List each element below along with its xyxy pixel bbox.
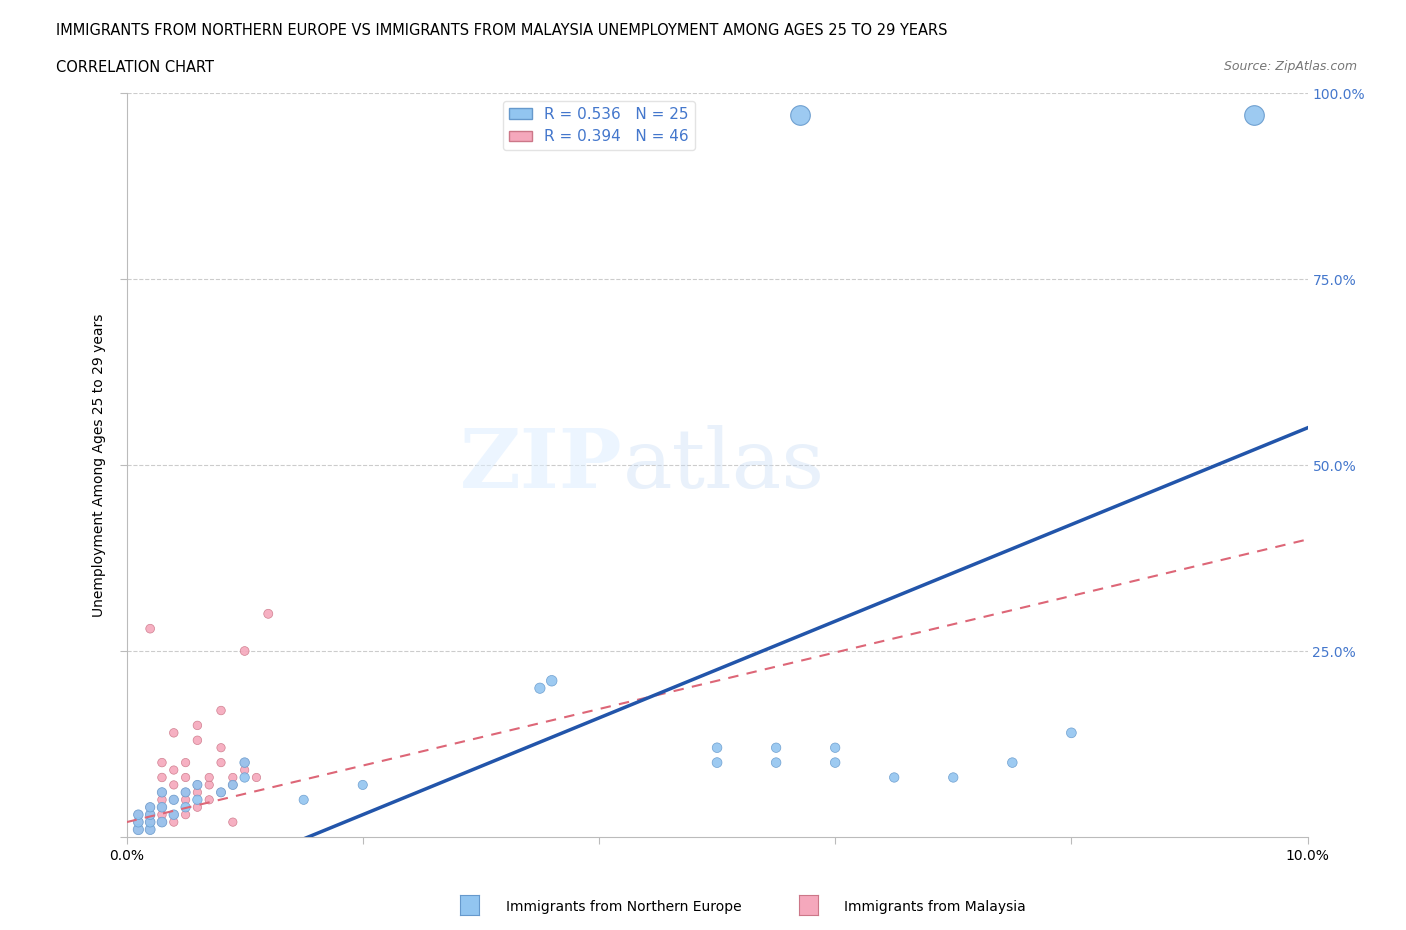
Point [233, 755, 256, 770]
Point [139, 807, 162, 822]
Point [209, 740, 232, 755]
Point [163, 807, 186, 822]
Point [139, 815, 162, 830]
Point [174, 807, 197, 822]
Point [139, 800, 162, 815]
Point [174, 800, 197, 815]
Point [150, 755, 173, 770]
Point [139, 800, 162, 815]
Point [198, 770, 221, 785]
Point [529, 681, 551, 696]
Point [139, 822, 162, 837]
Point [163, 815, 186, 830]
Point [163, 777, 186, 792]
Point [174, 770, 197, 785]
Point [127, 815, 149, 830]
Text: ZIP: ZIP [460, 425, 623, 505]
Point [150, 800, 173, 815]
Point [163, 792, 186, 807]
Point [150, 815, 173, 830]
Point [186, 792, 208, 807]
Point [150, 800, 173, 815]
Point [824, 755, 846, 770]
Legend: R = 0.536   N = 25, R = 0.394   N = 46: R = 0.536 N = 25, R = 0.394 N = 46 [503, 100, 695, 151]
Point [186, 777, 208, 792]
Point [139, 815, 162, 830]
Point [139, 621, 162, 636]
Point [942, 770, 965, 785]
Point [174, 792, 197, 807]
Point [150, 785, 173, 800]
Text: atlas: atlas [623, 425, 825, 505]
Point [127, 822, 149, 837]
Point [209, 755, 232, 770]
Text: CORRELATION CHART: CORRELATION CHART [56, 60, 214, 75]
Point [186, 718, 208, 733]
Point [198, 792, 221, 807]
Point [139, 807, 162, 822]
Point [209, 703, 232, 718]
Point [150, 785, 173, 800]
Point [163, 725, 186, 740]
Text: Source: ZipAtlas.com: Source: ZipAtlas.com [1223, 60, 1357, 73]
Point [706, 755, 728, 770]
Point [1060, 725, 1083, 740]
Point [174, 755, 197, 770]
Point [765, 755, 787, 770]
Text: IMMIGRANTS FROM NORTHERN EUROPE VS IMMIGRANTS FROM MALAYSIA UNEMPLOYMENT AMONG A: IMMIGRANTS FROM NORTHERN EUROPE VS IMMIG… [56, 23, 948, 38]
Point [174, 785, 197, 800]
Point [1001, 755, 1024, 770]
Point [150, 792, 173, 807]
Point [245, 770, 267, 785]
Y-axis label: Unemployment Among Ages 25 to 29 years: Unemployment Among Ages 25 to 29 years [93, 313, 107, 617]
Point [127, 822, 149, 837]
Point [127, 815, 149, 830]
Point [233, 770, 256, 785]
Point [127, 807, 149, 822]
Point [706, 740, 728, 755]
Point [127, 807, 149, 822]
Point [222, 815, 245, 830]
Point [186, 785, 208, 800]
Point [292, 792, 315, 807]
Point [222, 777, 245, 792]
Point [765, 740, 787, 755]
Point [163, 792, 186, 807]
Point [163, 763, 186, 777]
Point [233, 763, 256, 777]
Point [186, 777, 208, 792]
Point [257, 606, 280, 621]
Point [209, 785, 232, 800]
Point [139, 822, 162, 837]
Point [150, 815, 173, 830]
Point [198, 777, 221, 792]
Point [163, 807, 186, 822]
Point [233, 644, 256, 658]
Point [824, 740, 846, 755]
Point [222, 770, 245, 785]
Text: Immigrants from Malaysia: Immigrants from Malaysia [844, 899, 1025, 914]
Point [150, 770, 173, 785]
Text: Immigrants from Northern Europe: Immigrants from Northern Europe [506, 899, 742, 914]
Point [233, 755, 256, 770]
Point [222, 777, 245, 792]
Point [352, 777, 374, 792]
Point [540, 673, 562, 688]
Point [209, 785, 232, 800]
Point [883, 770, 905, 785]
Point [174, 785, 197, 800]
Point [150, 807, 173, 822]
Point [186, 800, 208, 815]
Point [186, 733, 208, 748]
